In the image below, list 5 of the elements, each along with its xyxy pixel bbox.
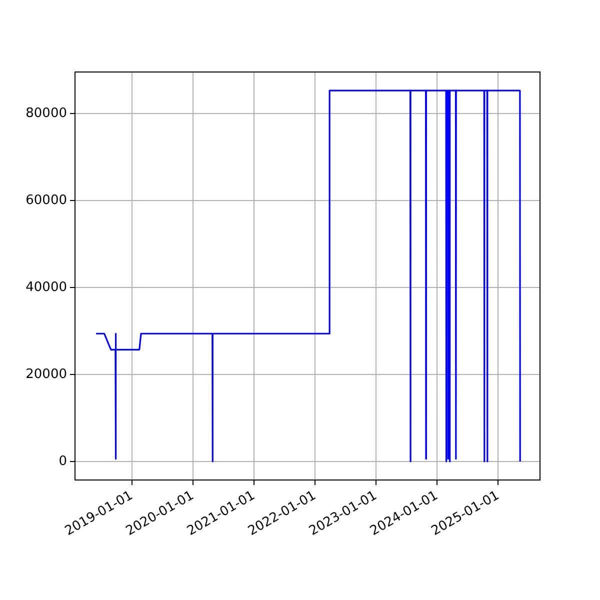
y-tick-label: 40000 [26,280,67,295]
y-tick-label: 60000 [26,192,67,208]
y-tick-label: 0 [58,454,67,469]
y-tick-label: 80000 [26,106,67,121]
y-tick-label: 20000 [26,366,67,382]
